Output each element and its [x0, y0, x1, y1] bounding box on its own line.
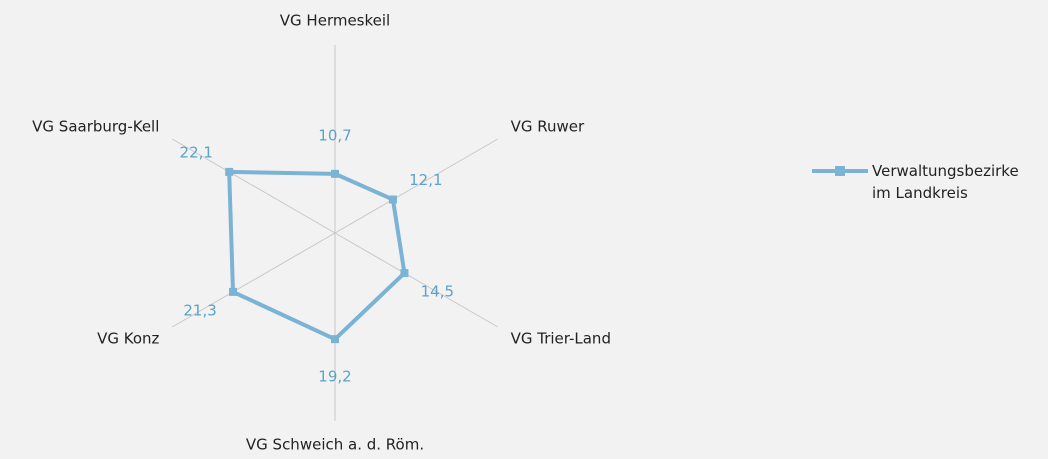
- marker: [229, 287, 238, 296]
- marker: [388, 195, 397, 204]
- marker: [400, 269, 409, 278]
- category-label: VG Schweich a. d. Röm.: [246, 436, 424, 454]
- marker: [331, 169, 339, 178]
- category-label: VG Trier-Land: [511, 330, 611, 348]
- category-label: VG Hermeskeil: [280, 12, 390, 30]
- category-label: VG Konz: [97, 330, 159, 348]
- axis-line: [334, 232, 499, 328]
- data-label: 12,1: [409, 171, 442, 189]
- axis-line: [171, 138, 336, 234]
- data-label: 14,5: [421, 283, 454, 301]
- category-label: VG Ruwer: [511, 118, 585, 136]
- category-label: VG Saarburg-Kell: [32, 118, 159, 136]
- legend: Verwaltungsbezirke im Landkreis: [812, 160, 1042, 204]
- series-line: [227, 169, 407, 342]
- data-label: 22,1: [180, 143, 213, 161]
- axis-line: [334, 138, 499, 234]
- data-label: 10,7: [318, 126, 351, 144]
- marker: [225, 167, 234, 176]
- legend-marker: [835, 166, 845, 176]
- data-label: 21,3: [183, 301, 216, 319]
- data-label: 19,2: [318, 368, 351, 386]
- marker: [331, 335, 339, 344]
- legend-label: Verwaltungsbezirke im Landkreis: [872, 162, 1019, 202]
- legend-key-box: [812, 166, 868, 176]
- axis-line: [171, 232, 336, 328]
